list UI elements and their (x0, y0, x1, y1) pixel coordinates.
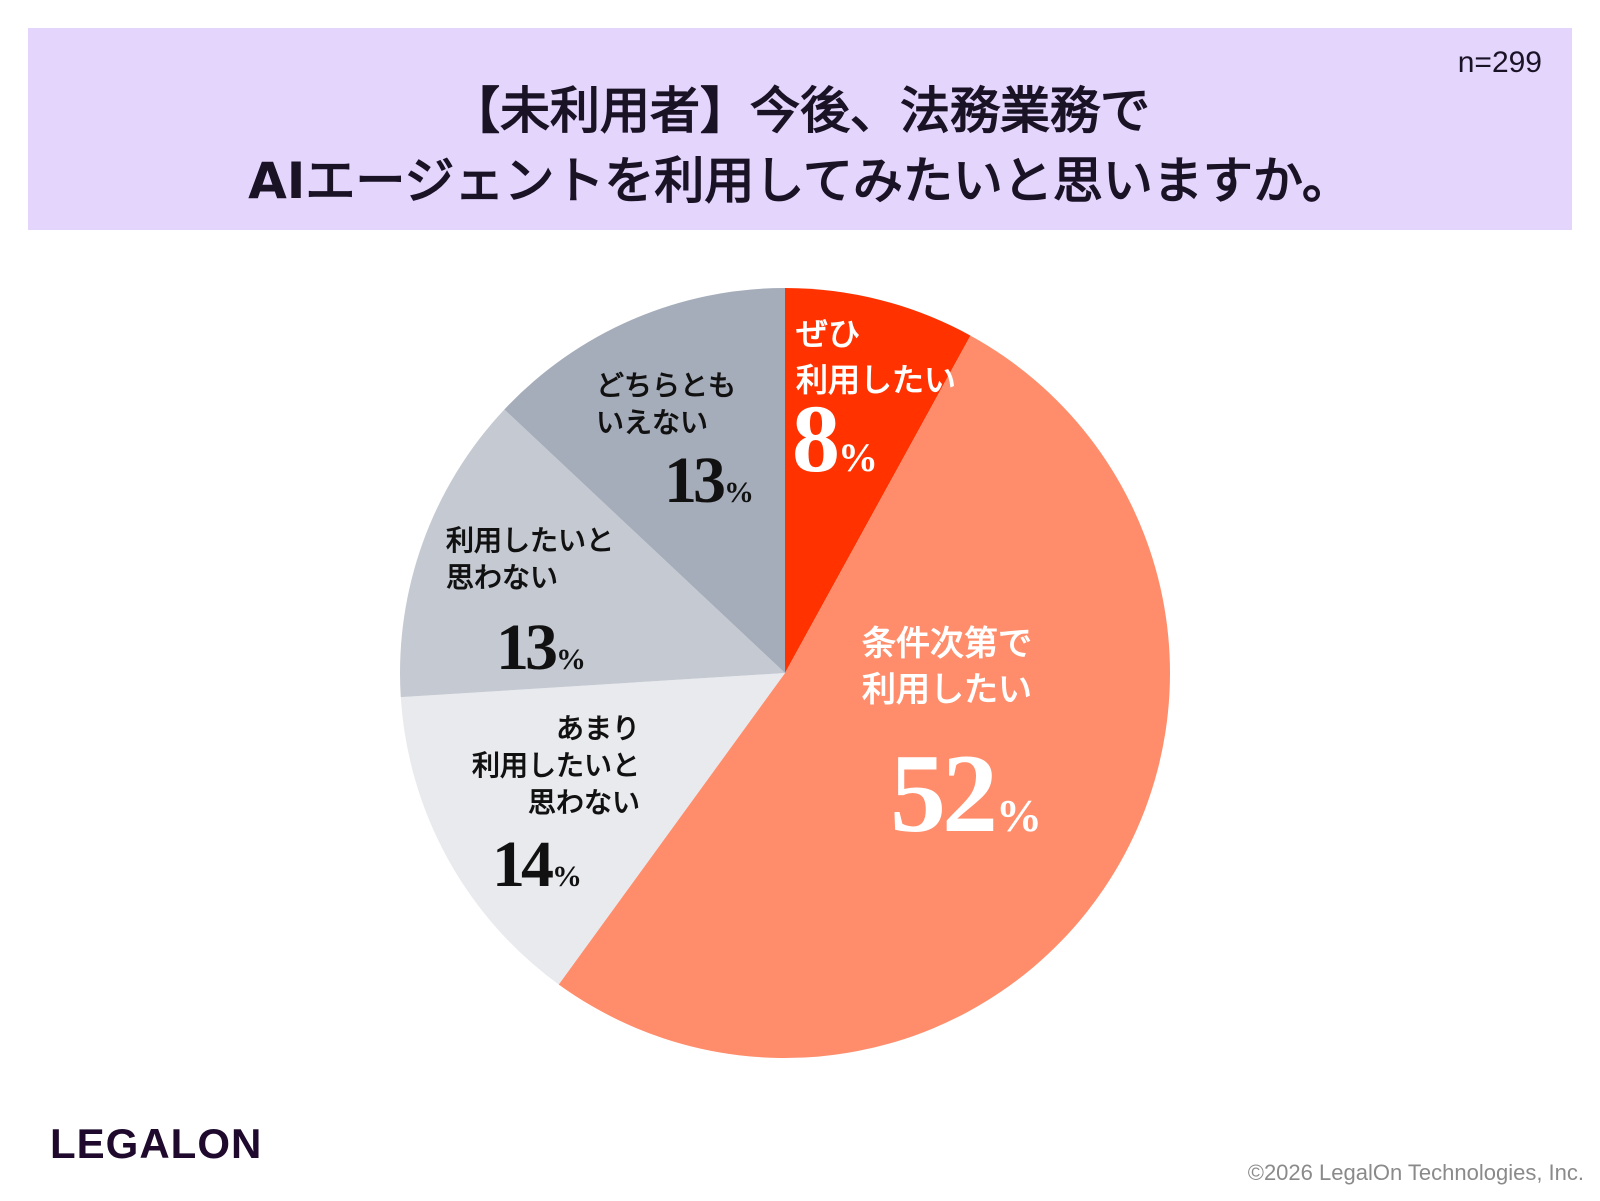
title-line-1: 【未利用者】今後、法務業務で (450, 82, 1150, 140)
sample-size: n=299 (1457, 46, 1542, 79)
pie-slice-4 (504, 288, 785, 673)
pie-slice-1 (558, 335, 1171, 1059)
slice-label-3-line-1: 思わない (446, 561, 558, 594)
slice-label-2-line-2: 思わない (528, 786, 640, 819)
slice-value-0: 8% (792, 385, 878, 492)
title-line-2: AIエージェントを利用してみたいと思いますか。 (248, 152, 1352, 210)
slice-label-2-line-0: あまり (556, 712, 640, 745)
slice-label-2-line-1: 利用したいと (472, 749, 640, 782)
slice-label-0-line-0: ぜひ (796, 315, 860, 353)
slice-label-4-line-1: いえない (596, 406, 708, 439)
slice-value-3: 13% (496, 611, 586, 684)
slice-label-0-line-1: 利用したい (796, 361, 956, 399)
slice-value-2: 14% (492, 828, 582, 901)
pie-slice-0 (785, 288, 971, 673)
slice-value-1: 52% (890, 732, 1042, 856)
pie-slice-2 (400, 673, 785, 985)
slice-label-3-line-0: 利用したいと (446, 524, 614, 557)
slice-label-1-line-0: 条件次第で (862, 624, 1032, 664)
copyright: ©2026 LegalOn Technologies, Inc. (1247, 1160, 1584, 1185)
slice-label-4-line-0: どちらとも (596, 369, 736, 402)
slice-label-1-line-1: 利用したい (862, 670, 1032, 710)
pie-slice-3 (400, 409, 785, 698)
chart-title: 【未利用者】今後、法務業務で AIエージェントを利用してみたいと思いますか。 (28, 76, 1572, 216)
slice-value-4: 13% (664, 444, 754, 517)
legalon-logo: LEGALON (50, 1120, 263, 1167)
title-band: 【未利用者】今後、法務業務で AIエージェントを利用してみたいと思いますか。 n… (28, 28, 1572, 230)
